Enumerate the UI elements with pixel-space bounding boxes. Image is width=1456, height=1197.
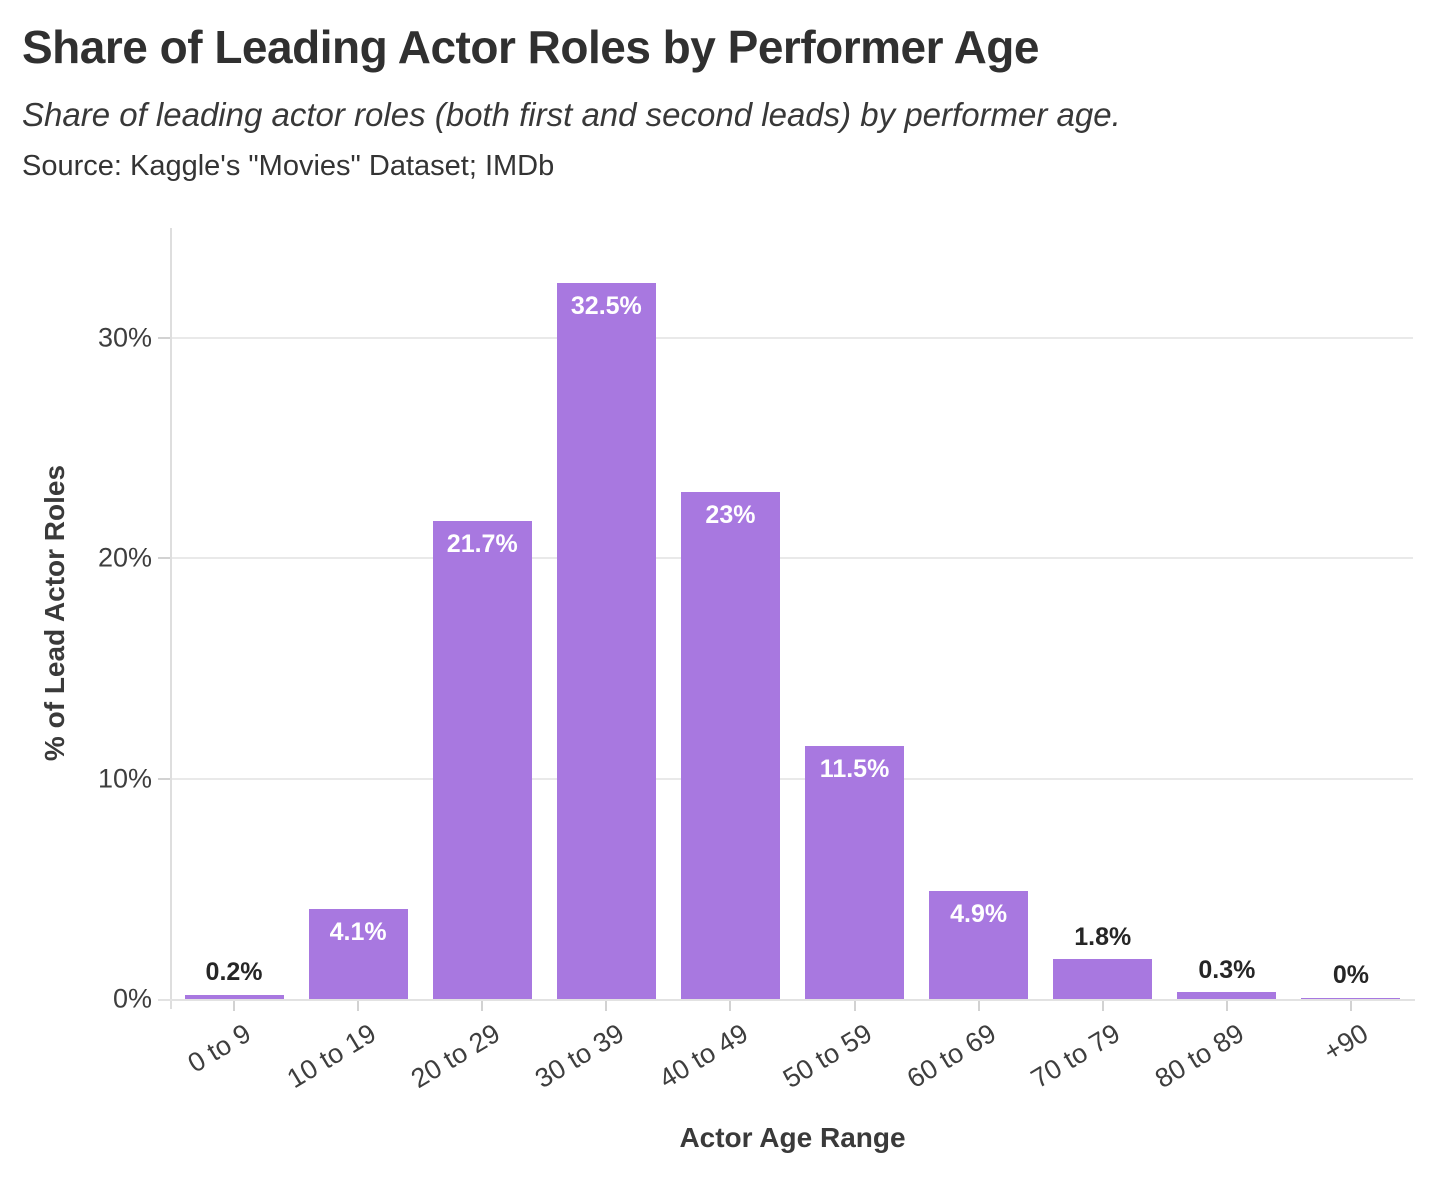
bar (308, 908, 408, 999)
gridline (172, 557, 1413, 560)
x-tick-label-text: 70 to 79 (1026, 1018, 1126, 1094)
x-axis-line (158, 999, 1415, 1001)
x-tick-label-text: 60 to 69 (901, 1018, 1002, 1094)
y-axis-line (170, 228, 172, 1009)
x-axis-tick (1101, 1001, 1104, 1011)
bar (184, 994, 284, 999)
x-axis-tick (605, 1001, 608, 1011)
bar (432, 520, 532, 999)
bar-value-label: 32.5% (570, 292, 642, 321)
x-axis-tick (977, 1001, 980, 1011)
gridline (172, 777, 1413, 780)
bar (1177, 992, 1277, 999)
y-axis-tick (158, 557, 170, 560)
x-axis-tick (729, 1001, 732, 1011)
x-tick-label-text: 0 to 9 (183, 1018, 257, 1079)
bar-value-label: 0% (1332, 961, 1370, 989)
bar-value-label: 21.7% (446, 529, 518, 558)
x-tick-label-text: 30 to 39 (529, 1018, 629, 1094)
y-tick-label: 20% (97, 542, 152, 573)
bar (805, 745, 905, 999)
bar-value-label: 23% (705, 501, 756, 530)
y-tick-label: 30% (97, 322, 152, 353)
y-axis-tick (158, 337, 170, 340)
bar-value-label: 4.9% (950, 900, 1008, 929)
bar-value-label: 4.1% (329, 917, 387, 946)
x-tick-label-text: +90 (1318, 1018, 1374, 1068)
x-tick-label-text: 50 to 59 (777, 1018, 877, 1094)
bar-value-label: 0.2% (205, 958, 263, 987)
bar (556, 283, 656, 999)
plot-area: 0% 10% 20% 30% 0.2% 0 to 9 4.1% 10 to 19 21.7% 20… (98, 228, 1415, 1094)
chart-subtitle: Share of leading actor roles (both first… (22, 96, 1121, 133)
x-axis-tick (357, 1001, 360, 1011)
bar (1053, 959, 1153, 999)
x-tick-label-text: 20 to 29 (405, 1018, 505, 1094)
x-tick-label-text: 80 to 89 (1150, 1018, 1250, 1094)
x-axis-title: Actor Age Range (679, 1122, 906, 1153)
x-axis-tick (481, 1001, 484, 1011)
x-tick-label-text: 40 to 49 (653, 1018, 753, 1094)
x-axis-tick (1225, 1001, 1228, 1011)
y-tick-label: 10% (97, 763, 152, 794)
x-axis-tick (853, 1001, 856, 1011)
x-tick-label-text: 10 to 19 (281, 1018, 381, 1094)
y-tick-label: 0% (112, 983, 152, 1014)
y-axis-title-text: % of Lead Actor Roles (39, 464, 70, 762)
bar-value-label: 1.8% (1074, 922, 1132, 951)
y-axis-tick (158, 777, 170, 780)
bar (1301, 997, 1401, 999)
gridline (172, 337, 1413, 340)
bar (929, 891, 1029, 999)
bar-value-label: 11.5% (819, 754, 890, 783)
x-axis-tick (1349, 1001, 1352, 1011)
bar (680, 492, 780, 999)
bar-value-label: 0.3% (1198, 955, 1256, 984)
chart-title: Share of Leading Actor Roles by Performe… (22, 21, 1040, 73)
chart-source: Source: Kaggle's "Movies" Dataset; IMDb (22, 150, 555, 182)
x-axis-tick (233, 1001, 236, 1011)
